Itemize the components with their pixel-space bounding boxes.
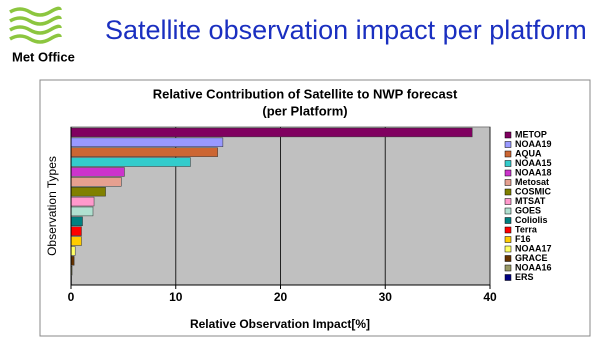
slide-title: Satellite observation impact per platfor… <box>105 15 587 45</box>
legend-label: NOAA19 <box>515 139 552 149</box>
x-tick-label: 10 <box>169 290 183 304</box>
logo <box>9 6 62 44</box>
legend-swatch <box>504 255 512 262</box>
legend-swatch <box>504 141 512 148</box>
x-tick-label: 30 <box>379 290 393 304</box>
bar <box>70 246 76 256</box>
legend-swatch <box>504 207 512 215</box>
legend-label: Coliolis <box>515 215 548 225</box>
chart-subtitle: (per Platform) <box>262 103 347 118</box>
bar <box>70 157 191 167</box>
legend-swatch <box>504 131 512 139</box>
legend-swatch <box>504 150 512 158</box>
x-tick-label: 0 <box>68 290 75 304</box>
x-tick-label: 40 <box>483 290 497 304</box>
legend-swatch <box>504 274 512 281</box>
legend-label: COSMIC <box>515 186 552 196</box>
legend-label: GOES <box>515 205 541 215</box>
legend-swatch <box>504 226 512 234</box>
bar <box>70 167 125 177</box>
legend-swatch <box>504 179 512 186</box>
legend-swatch <box>504 169 512 177</box>
legend-label: NOAA15 <box>515 158 552 168</box>
x-axis-label: Relative Observation Impact[%] <box>190 317 370 331</box>
legend-swatch <box>504 188 512 196</box>
bar <box>70 196 95 207</box>
bar <box>70 187 106 197</box>
bar <box>70 137 224 147</box>
legend-label: GRACE <box>515 253 548 263</box>
bar <box>70 127 473 138</box>
legend-label: MTSAT <box>515 196 546 206</box>
legend-swatch <box>504 236 512 243</box>
legend-swatch <box>504 217 512 224</box>
y-axis-label: Observation Types <box>45 156 59 256</box>
bar <box>70 206 94 217</box>
legend-swatch <box>504 160 512 167</box>
legend-label: NOAA16 <box>515 262 552 272</box>
bar <box>70 147 218 157</box>
bar <box>70 236 82 246</box>
bar <box>70 216 83 226</box>
legend-label: Terra <box>515 224 538 234</box>
legend-label: AQUA <box>515 148 542 158</box>
legend-label: METOP <box>515 129 547 139</box>
legend-swatch <box>504 264 512 272</box>
legend-label: NOAA18 <box>515 167 552 177</box>
legend-label: F16 <box>515 234 531 244</box>
chart-title: Relative Contribution of Satellite to NW… <box>153 86 458 101</box>
bar <box>70 177 122 187</box>
brand: Met Office <box>12 49 75 64</box>
bar <box>70 226 82 236</box>
legend-label: Metosat <box>515 177 549 187</box>
legend-label: NOAA17 <box>515 243 552 253</box>
legend-label: ERS <box>515 272 534 282</box>
legend-swatch <box>504 198 512 205</box>
legend-swatch <box>504 245 512 253</box>
x-tick-label: 20 <box>274 290 288 304</box>
